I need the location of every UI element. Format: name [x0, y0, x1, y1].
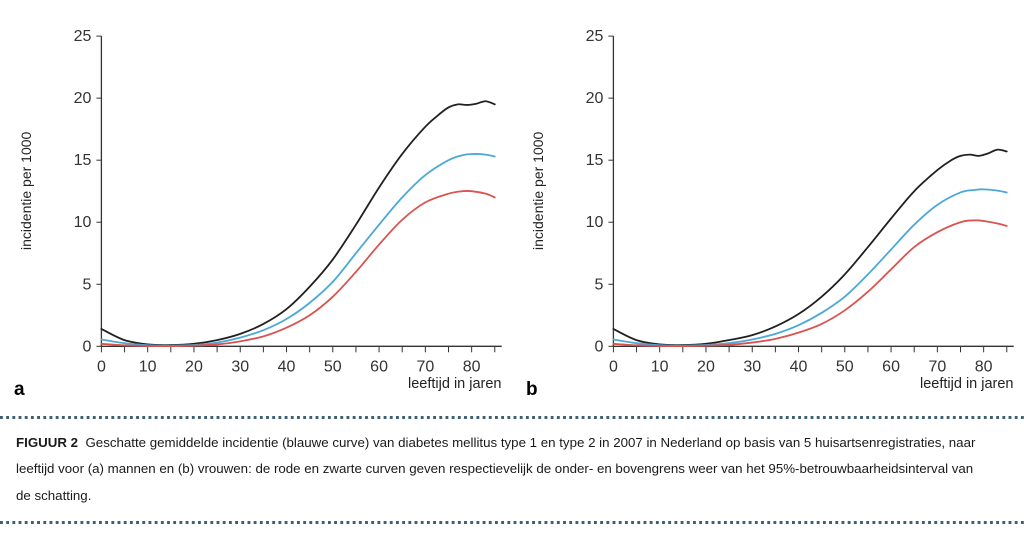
svg-text:0: 0 — [97, 358, 106, 375]
svg-text:10: 10 — [586, 214, 604, 231]
svg-text:25: 25 — [586, 28, 604, 45]
svg-text:30: 30 — [231, 358, 249, 375]
svg-text:15: 15 — [74, 152, 92, 169]
svg-text:50: 50 — [836, 358, 854, 375]
svg-text:10: 10 — [139, 358, 157, 375]
svg-text:70: 70 — [416, 358, 434, 375]
svg-text:25: 25 — [74, 28, 92, 45]
svg-text:0: 0 — [82, 338, 91, 355]
svg-text:60: 60 — [882, 358, 900, 375]
svg-text:40: 40 — [790, 358, 808, 375]
svg-text:50: 50 — [324, 358, 342, 375]
svg-text:20: 20 — [586, 90, 604, 107]
svg-text:60: 60 — [370, 358, 388, 375]
svg-text:20: 20 — [74, 90, 92, 107]
svg-text:10: 10 — [74, 214, 92, 231]
svg-text:30: 30 — [743, 358, 761, 375]
svg-text:80: 80 — [463, 358, 481, 375]
svg-text:5: 5 — [82, 276, 91, 293]
svg-text:0: 0 — [594, 338, 603, 355]
svg-text:80: 80 — [975, 358, 993, 375]
svg-text:10: 10 — [651, 358, 669, 375]
svg-text:20: 20 — [697, 358, 715, 375]
svg-text:70: 70 — [928, 358, 946, 375]
svg-text:40: 40 — [278, 358, 296, 375]
svg-text:5: 5 — [594, 276, 603, 293]
svg-text:15: 15 — [586, 152, 604, 169]
svg-text:20: 20 — [185, 358, 203, 375]
svg-text:0: 0 — [609, 358, 618, 375]
